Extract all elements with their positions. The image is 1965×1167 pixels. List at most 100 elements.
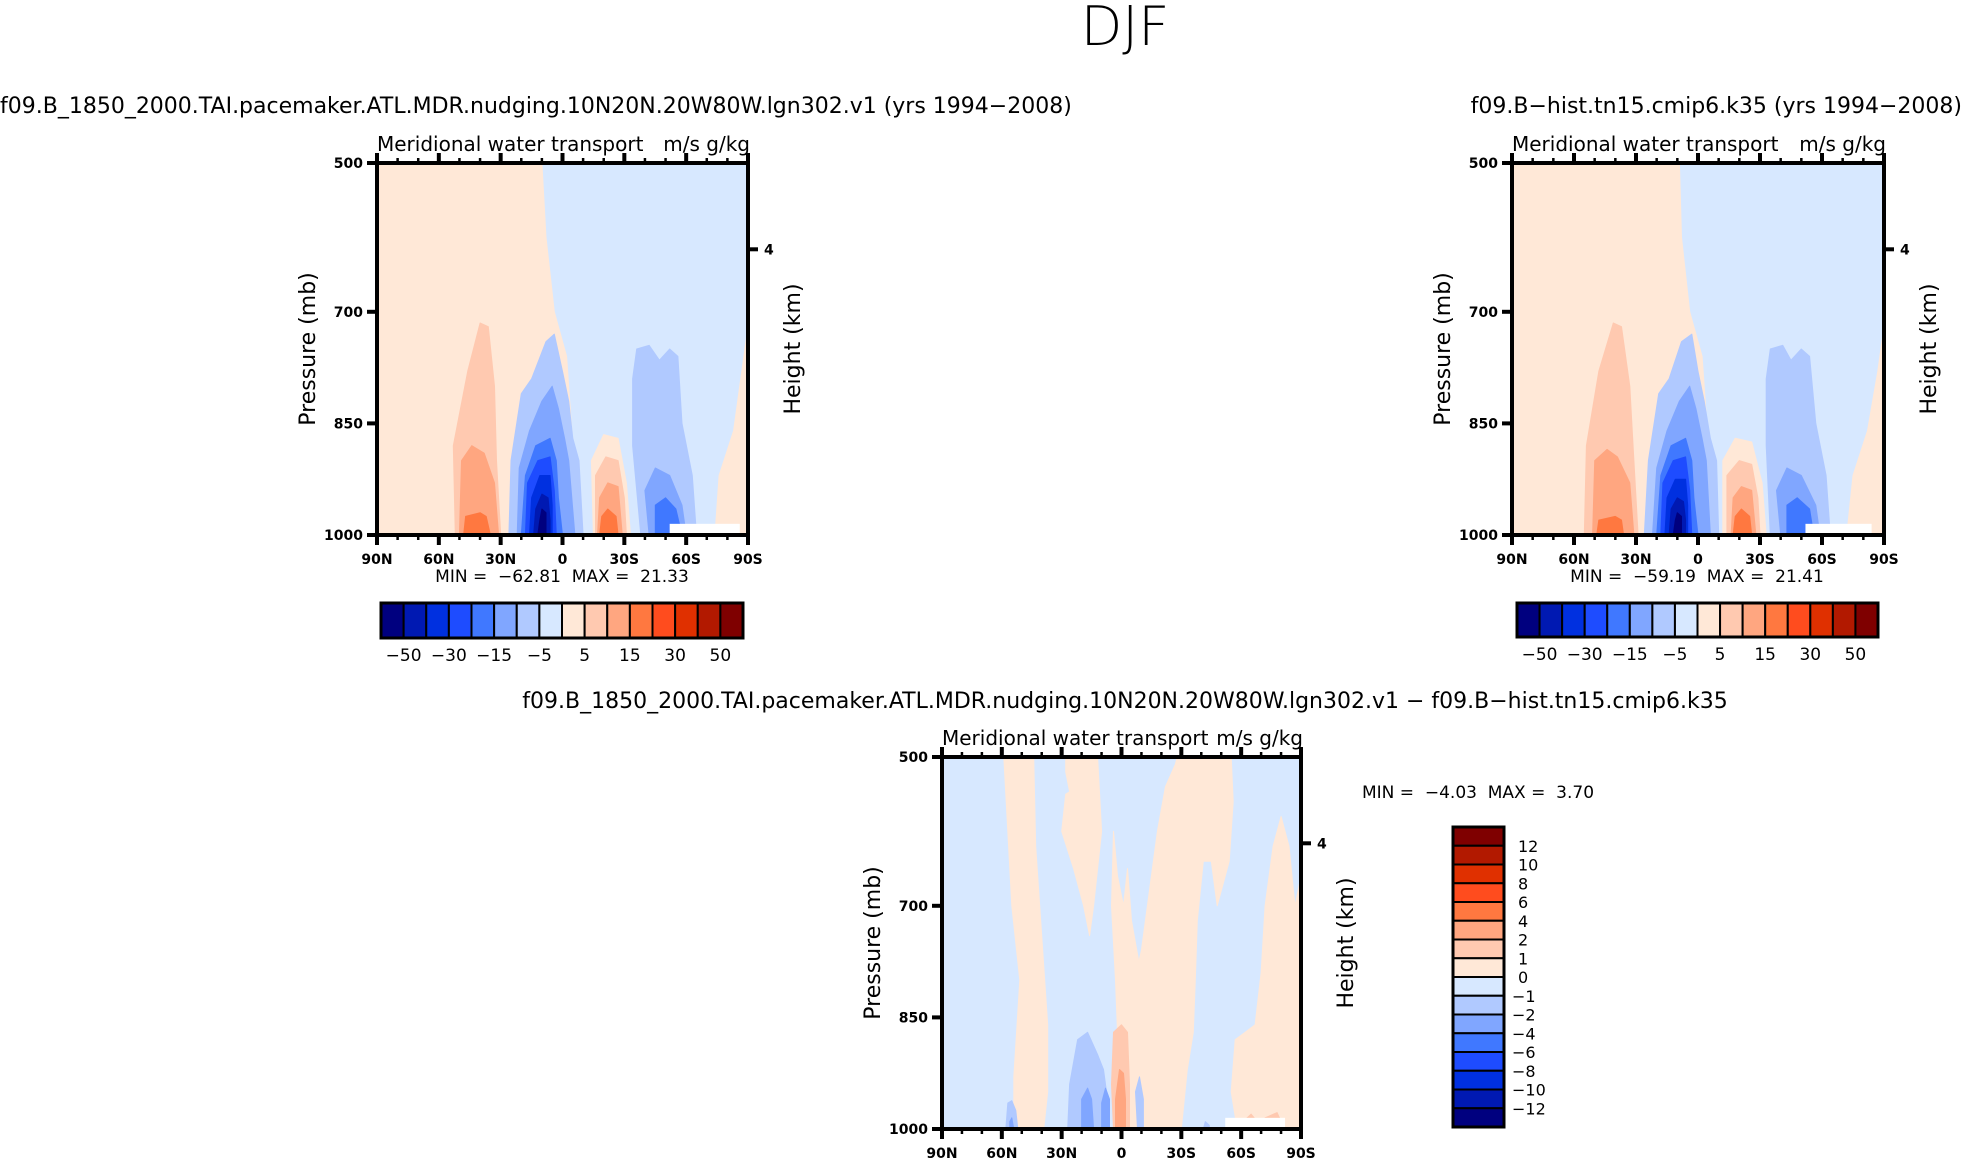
colorbar-label: 5 (579, 646, 590, 666)
x-tick-label: 30S (1745, 552, 1775, 568)
colorbar-label: −10 (1512, 1081, 1546, 1100)
contour-region (537, 508, 547, 535)
missing-data-mask (1225, 1117, 1286, 1129)
colorbar-swatch (493, 602, 518, 639)
colorbar-swatch (1452, 957, 1505, 978)
colorbar-swatch (1583, 602, 1609, 638)
contour-region (1596, 515, 1625, 535)
colorbar-swatch (1452, 976, 1505, 997)
colorbar-label: 50 (1845, 645, 1867, 665)
contour-region (458, 445, 500, 535)
colorbar-swatch (470, 602, 496, 639)
colorbar-label: −5 (1662, 645, 1687, 665)
y-tick-label: 850 (334, 416, 363, 432)
min-label: MIN = (1362, 783, 1414, 803)
colorbar-label: −8 (1512, 1062, 1536, 1081)
contour-region (1101, 1087, 1110, 1129)
colorbar-swatch (1673, 602, 1699, 638)
colorbar-swatch (561, 602, 586, 639)
x-tick-label: 60N (1558, 552, 1589, 568)
contour-region (1846, 326, 1884, 535)
panel-panel_diff: f09.B_1850_2000.TAI.pacemaker.ATL.MDR.nu… (522, 689, 1727, 1162)
min-max-text: MIN = −59.19 MAX = 21.41 (1570, 567, 1824, 587)
colorbar-swatch (402, 602, 428, 639)
colorbar-label: −5 (527, 646, 552, 666)
colorbar-swatch (1452, 919, 1505, 941)
colorbar-swatch (606, 602, 631, 639)
colorbar-label: −12 (1512, 1099, 1546, 1118)
contour-region (1592, 448, 1635, 535)
max-value: 21.33 (629, 567, 688, 587)
colorbar-label: −50 (386, 646, 422, 666)
colorbar-swatch (651, 602, 677, 639)
y-tick-label: 500 (899, 750, 928, 766)
x-tick-label: 60N (423, 552, 454, 568)
contour-region (1135, 1076, 1144, 1129)
colorbar-swatch (628, 602, 654, 639)
colorbar-swatch (1452, 882, 1505, 903)
max-value: 3.70 (1545, 783, 1594, 803)
colorbar-swatch (1831, 602, 1857, 638)
y-tick-label: 500 (334, 156, 363, 172)
y-tick-label: 850 (1469, 416, 1498, 432)
colorbar-swatch (1538, 602, 1564, 638)
y-tick-label: 1000 (889, 1122, 928, 1138)
x-tick-label: 90N (1496, 552, 1527, 568)
colorbar-label: 15 (1754, 645, 1776, 665)
min-value: −62.81 (487, 567, 561, 587)
x-tick-label: 60S (1226, 1146, 1256, 1162)
colorbar: −50 −30 −15 −5 5 15 30 50 (1515, 601, 1880, 665)
max-value: 21.41 (1764, 567, 1823, 587)
colorbar-label: 2 (1518, 931, 1528, 950)
contour-region (463, 512, 491, 535)
contour-region (1732, 508, 1753, 535)
y-tick-label: 850 (899, 1010, 928, 1026)
colorbar-swatch (538, 602, 563, 639)
max-label: MAX = (1477, 783, 1545, 803)
panel-subtitle-right: m/s g/kg (663, 132, 750, 156)
panel-title: f09.B_1850_2000.TAI.pacemaker.ATL.MDR.nu… (0, 94, 1072, 119)
y-axis-label: Pressure (mb) (861, 866, 886, 1020)
colorbar-label: −15 (1612, 645, 1648, 665)
colorbar-swatch (1452, 1051, 1505, 1072)
panel-subtitle-right: m/s g/kg (1799, 132, 1886, 156)
x-tick-label: 90N (926, 1146, 957, 1162)
colorbar-label: −6 (1512, 1043, 1536, 1062)
min-value: −4.03 (1414, 783, 1477, 803)
y-right-tick-label: 4 (1317, 836, 1327, 852)
colorbar-label: −4 (1512, 1024, 1536, 1043)
y-axis-right-label: Height (km) (1917, 283, 1942, 414)
colorbar-swatch (1452, 826, 1505, 847)
x-tick-label: 0 (558, 552, 568, 568)
colorbar-swatch (1452, 1088, 1505, 1110)
contour-region (1005, 1100, 1019, 1129)
y-axis-label: Pressure (mb) (1431, 272, 1456, 426)
figure-title: DJF (1081, 0, 1170, 58)
x-tick-label: 30N (485, 552, 516, 568)
colorbar-swatch (583, 602, 609, 639)
colorbar-label: 10 (1518, 856, 1538, 875)
x-tick-label: 60N (986, 1146, 1017, 1162)
contour-region (1672, 512, 1682, 535)
colorbar-swatch (1452, 1032, 1505, 1053)
colorbar-swatch (719, 602, 744, 639)
panel-panel_ctl: f09.B−hist.tn15.cmip6.k35 (yrs 1994−2008… (1431, 94, 1962, 665)
colorbar-swatch (1452, 1069, 1505, 1091)
colorbar-label: 8 (1518, 874, 1528, 893)
y-tick-label: 1000 (324, 528, 363, 544)
min-max-text: MIN = −62.81 MAX = 21.33 (435, 567, 689, 587)
missing-data-mask (669, 523, 740, 535)
x-tick-label: 30S (1167, 1146, 1197, 1162)
y-right-tick-label: 4 (764, 242, 774, 258)
y-tick-label: 500 (1469, 156, 1498, 172)
plot-area (377, 163, 748, 535)
colorbar-swatch (515, 602, 541, 639)
x-tick-label: 90S (733, 552, 763, 568)
colorbar-label: −1 (1512, 987, 1536, 1006)
x-tick-label: 90S (1286, 1146, 1316, 1162)
colorbar-swatch (1606, 602, 1631, 638)
panel-subtitle-left: Meridional water transport (377, 132, 644, 156)
colorbar-swatch (380, 602, 405, 639)
x-tick-label: 90N (361, 552, 392, 568)
